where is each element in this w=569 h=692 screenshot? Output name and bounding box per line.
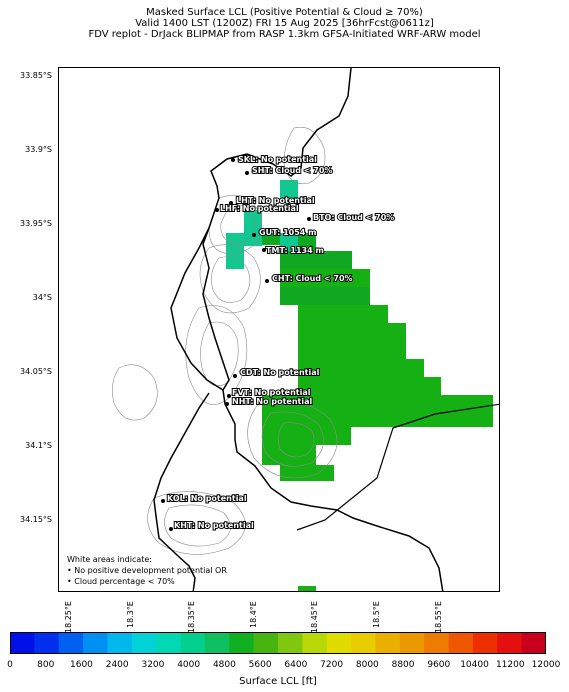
lat-label-33-95: 33.95°S [20,219,52,228]
colorbar-segment [302,632,328,654]
site-label-gut: GUT: 1054 m [259,228,316,237]
note-line-3: • Cloud percentage < 70% [67,577,175,586]
map-title-line-1: Masked Surface LCL (Positive Potential &… [146,7,423,18]
lat-label-34: 34°S [32,293,52,302]
colorbar-segment [10,632,35,654]
lon-label-18-55: 18.55°E [434,601,443,633]
note-line-2: • No positive development potential OR [67,566,227,575]
site-label-fvt: FVT: No potential [232,388,311,397]
colorbar-tick-label: 8800 [391,660,415,670]
colorbar-tick-label: 4000 [177,660,201,670]
site-labels: SKL: No potential SHT: Cloud < 70% LHT: … [166,154,395,531]
colorbar-segment [58,632,84,654]
site-label-cdt: CDT: No potential [240,368,320,377]
colorbar-tick-label: 4800 [212,660,236,670]
colorbar-tick-label: 0 [7,660,13,670]
lon-label-18-35: 18.35°E [187,601,196,633]
colorbar-segment [83,632,108,654]
lcl-colorbar [10,632,546,654]
colorbar-segment [253,632,279,654]
colorbar-segment [229,632,255,654]
map-title-line-2: Valid 1400 LST (1200Z) FRI 15 Aug 2025 [… [135,18,434,29]
colorbar-segment [326,632,352,654]
site-label-kht: KHT: No potential [174,521,254,530]
colorbar-segment [204,632,230,654]
note-line-1: White areas indicate: [67,555,153,564]
colorbar-segment [278,632,303,654]
colorbar-segment [34,632,60,654]
colorbar-segment [375,632,401,654]
colorbar-segment [180,632,206,654]
colorbar-tick-label: 3200 [141,660,165,670]
colorbar-tick-label: 5600 [248,660,272,670]
map-title-line-3: FDV replot - DrJack BLIPMAP from RASP 1.… [88,29,481,40]
colorbar-segment [521,632,546,654]
colorbar-tick-label: 10400 [460,660,489,670]
lat-label-34-05: 34.05°S [20,367,52,376]
lon-label-18-25: 18.25°E [64,601,73,633]
site-markers [161,158,311,531]
site-label-lht: LHT: No potential [236,196,315,205]
lat-label-33-9: 33.9°S [25,145,52,154]
site-label-nht: NHT: No potential [232,397,313,406]
colorbar-tick-label: 7200 [320,660,344,670]
lon-label-18-4: 18.4°E [249,601,258,628]
site-label-lhf: LHF: No potential [220,204,299,213]
colorbar-segment [156,632,182,654]
site-label-sht: SHT: Cloud < 70% [252,166,332,175]
lon-label-18-5: 18.5°E [372,601,381,628]
lat-label-34-1: 34.1°S [25,441,52,450]
colorbar-tick-label: 8000 [355,660,379,670]
colorbar-tick-label: 1600 [70,660,93,670]
colorbar-segment [107,632,133,654]
colorbar-tick-label: 800 [37,660,55,670]
coastline [153,68,444,591]
site-label-cht: CHT: Cloud < 70% [272,274,353,283]
colorbar-frame [10,632,546,654]
colorbar-tick-label: 2400 [105,660,129,670]
colorbar-segment [497,632,523,654]
lon-label-18-45: 18.45°E [310,601,319,633]
colorbar-segment [472,632,498,654]
lcl-cells [226,180,493,591]
colorbar-title: Surface LCL [ft] [239,676,317,687]
lcl-map: SKL: No potential SHT: Cloud < 70% LHT: … [58,67,500,592]
colorbar-segment [448,632,474,654]
site-label-tmt: TMT: 1134 m [266,246,324,255]
boundary-line [296,403,499,531]
colorbar-tick-label: 12000 [531,660,561,670]
map-canvas: SKL: No potential SHT: Cloud < 70% LHT: … [112,68,499,591]
lon-label-18-3: 18.3°E [126,601,135,628]
site-label-kol: KOL: No potential [167,494,247,503]
colorbar-tick-label: 11200 [495,660,525,670]
site-label-bto: BTO: Cloud < 70% [313,213,394,222]
colorbar-tick-label: 6400 [284,660,308,670]
colorbar-segment [399,632,425,654]
lat-label-33-85: 33.85°S [20,71,52,80]
colorbar-segment [131,632,157,654]
colorbar-segment [351,632,376,654]
colorbar-tick-label: 9600 [427,660,451,670]
lat-label-34-15: 34.15°S [20,515,52,524]
site-label-skl: SKL: No potential [238,155,317,164]
colorbar-segment [424,632,450,654]
